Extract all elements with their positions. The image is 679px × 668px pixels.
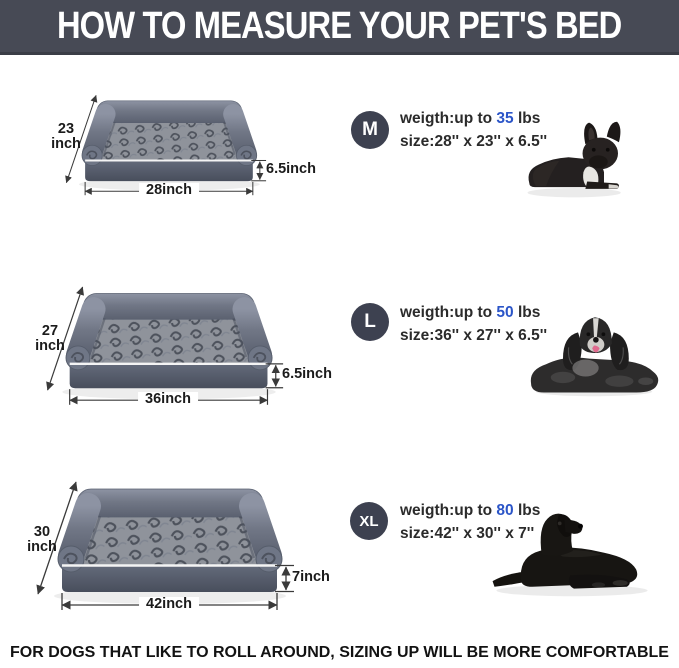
- dim-height-label-m: 6.5inch: [266, 161, 316, 177]
- page-title: HOW TO MEASURE YOUR PET'S BED: [57, 4, 622, 47]
- spec-text-m: weigth:up to 35 lbs size:28'' x 23'' x 6…: [400, 107, 547, 153]
- black-labrador-photo: [486, 496, 658, 600]
- dim-side-label-xl: 30 inch: [27, 524, 57, 555]
- weight-value: 50: [496, 304, 514, 321]
- spec-text-xl: weigth:up to 80 lbs size:42'' x 30'' x 7…: [400, 499, 540, 545]
- bed-illustration-m: [18, 76, 363, 241]
- dim-width-label-xl: 42inch: [139, 597, 199, 612]
- size-badge-m: M: [351, 111, 389, 149]
- dim-side-label-l: 27 inch: [35, 323, 65, 354]
- dim-height-label-l: 6.5inch: [282, 366, 332, 382]
- cocker-spaniel-photo: [522, 306, 666, 400]
- weight-value: 80: [496, 502, 514, 519]
- size-badge-l: L: [351, 303, 389, 341]
- dim-height-label-xl: 7inch: [292, 569, 330, 585]
- bed-diagram-l: 27 inch 36inch 6.5inch: [12, 278, 357, 443]
- dim-width-label-m: 28inch: [139, 183, 199, 198]
- weight-line: weigth:up to 50 lbs: [400, 304, 541, 321]
- footer-note: FOR DOGS THAT LIKE TO ROLL AROUND, SIZIN…: [10, 644, 669, 661]
- size-line: size:42'' x 30'' x 7'': [400, 525, 535, 542]
- bed-diagram-xl: 30 inch 42inch 7inch: [8, 470, 353, 635]
- size-line: size:28'' x 23'' x 6.5'': [400, 133, 548, 150]
- french-bulldog-photo: [520, 118, 632, 202]
- dim-side-label-m: 23 inch: [51, 121, 81, 152]
- size-badge-xl: XL: [350, 502, 388, 540]
- weight-line: weigth:up to 80 lbs: [400, 502, 541, 519]
- dim-width-label-l: 36inch: [138, 392, 198, 407]
- bed-illustration-l: [12, 278, 357, 443]
- weight-value: 35: [496, 110, 514, 127]
- header-banner: HOW TO MEASURE YOUR PET'S BED: [0, 0, 679, 55]
- weight-line: weigth:up to 35 lbs: [400, 110, 541, 127]
- spec-text-l: weigth:up to 50 lbs size:36'' x 27'' x 6…: [400, 301, 547, 347]
- bed-diagram-m: 23 inch 28inch 6.5inch: [18, 76, 363, 241]
- size-line: size:36'' x 27'' x 6.5'': [400, 327, 548, 344]
